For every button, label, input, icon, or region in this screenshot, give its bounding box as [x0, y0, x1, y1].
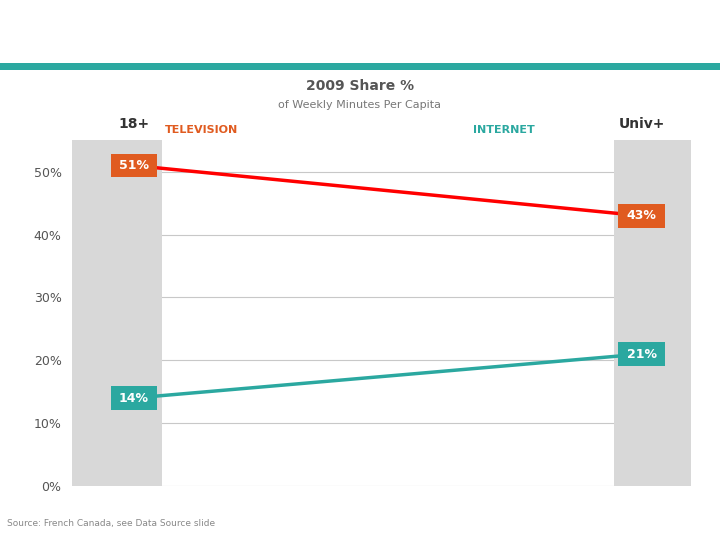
Text: Univ+: Univ+ — [618, 117, 665, 131]
Bar — [0, 63, 720, 70]
Bar — [111, 386, 157, 410]
Text: 14%: 14% — [119, 392, 149, 404]
Bar — [111, 153, 157, 178]
Text: 18+: 18+ — [118, 117, 150, 131]
Text: Internet And TV… Mirror Image Education Profiles.: Internet And TV… Mirror Image Education … — [11, 20, 569, 39]
Text: INTERNET: INTERNET — [473, 125, 535, 135]
Text: TELEVISION: TELEVISION — [165, 125, 238, 135]
Bar — [72, 140, 162, 486]
Text: Source: French Canada, see Data Source slide: Source: French Canada, see Data Source s… — [7, 519, 215, 528]
Text: 43%: 43% — [626, 210, 657, 222]
Text: 51%: 51% — [119, 159, 149, 172]
Text: 21%: 21% — [626, 348, 657, 361]
Text: 2009 Share %: 2009 Share % — [306, 79, 414, 93]
Bar — [618, 342, 665, 366]
Bar — [613, 140, 691, 486]
Text: of Weekly Minutes Per Capita: of Weekly Minutes Per Capita — [279, 100, 441, 110]
Bar — [618, 204, 665, 228]
